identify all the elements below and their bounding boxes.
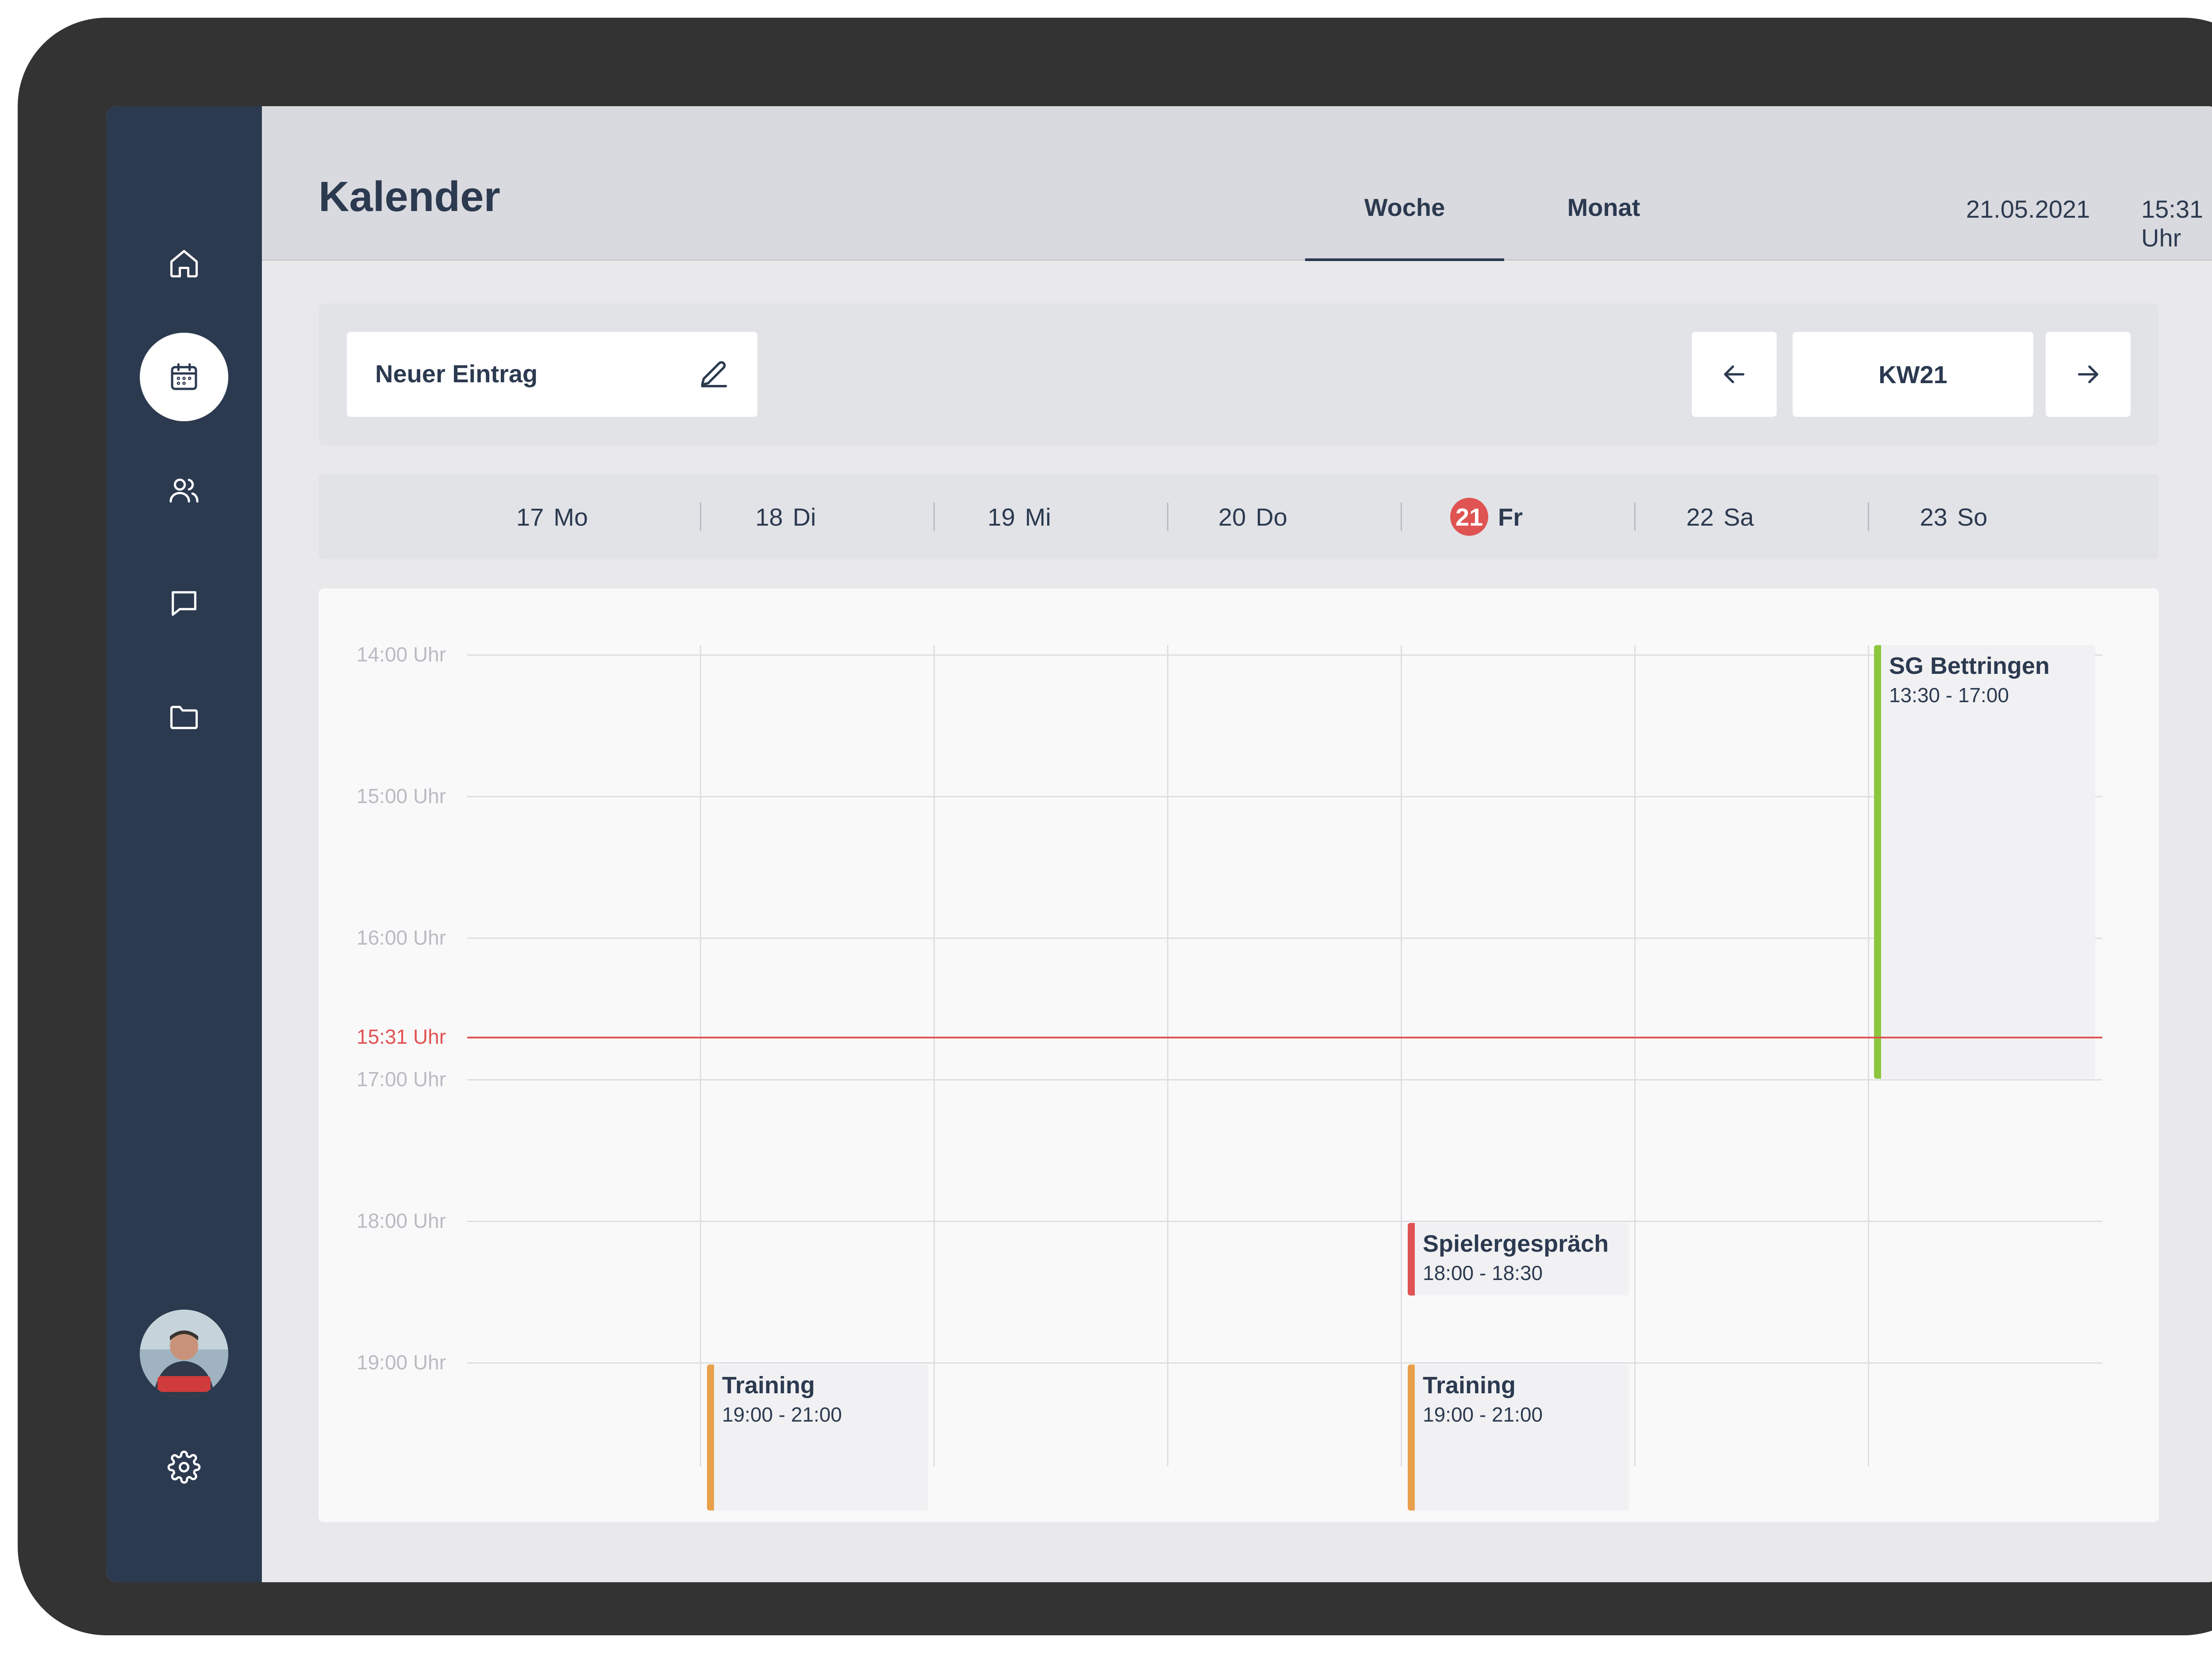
current-date: 21.05.2021 xyxy=(1966,195,2090,223)
tab-week[interactable]: Woche xyxy=(1364,193,1445,221)
day-column-line xyxy=(700,645,701,1466)
day-column-line xyxy=(933,645,935,1466)
sidebar xyxy=(106,106,262,1582)
hour-label: 17:00 Uhr xyxy=(357,1068,446,1091)
day-separator xyxy=(700,503,701,531)
event-time: 19:00 - 21:00 xyxy=(722,1403,842,1426)
hour-label: 16:00 Uhr xyxy=(357,926,446,949)
hour-label: 15:00 Uhr xyxy=(357,784,446,807)
day-weekday: Mo xyxy=(553,503,588,531)
avatar[interactable] xyxy=(140,1310,228,1398)
current-time-line xyxy=(467,1037,2102,1038)
event-title: SG Bettringen xyxy=(1889,653,2050,679)
day-separator xyxy=(1634,503,1636,531)
event-color-bar xyxy=(1874,645,1881,1079)
pencil-icon xyxy=(701,361,727,388)
current-time-label: 15:31 Uhr xyxy=(357,1025,446,1048)
hour-line xyxy=(467,796,2102,797)
day-header-so[interactable]: 23 So xyxy=(1837,474,2070,559)
event-spielergespraech[interactable]: Spielergespräch 18:00 - 18:30 xyxy=(1408,1223,1629,1295)
chat-icon xyxy=(172,591,196,616)
day-number: 22 xyxy=(1686,503,1714,531)
day-number: 17 xyxy=(516,503,544,531)
hour-label: 19:00 Uhr xyxy=(357,1351,446,1374)
event-title: Training xyxy=(722,1372,815,1399)
next-week-button[interactable] xyxy=(2046,332,2131,417)
day-weekday: Sa xyxy=(1723,503,1754,531)
day-header-sa[interactable]: 22 Sa xyxy=(1603,474,1837,559)
sidebar-item-home[interactable] xyxy=(140,219,228,308)
day-separator xyxy=(1401,503,1402,531)
weekday-header: 17 Mo 18 Di 19 Mi 20 Do 21 Fr xyxy=(319,474,2159,559)
day-header-fr-today[interactable]: 21 Fr xyxy=(1370,474,1603,559)
calendar-grid: 14:00 Uhr 15:00 Uhr 16:00 Uhr 17:00 Uhr … xyxy=(319,588,2159,1522)
hour-line xyxy=(467,1362,2102,1364)
today-badge: 21 xyxy=(1450,498,1488,536)
event-sg-bettringen[interactable]: SG Bettringen 13:30 - 17:00 xyxy=(1874,645,2095,1079)
day-header-mo[interactable]: 17 Mo xyxy=(435,474,669,559)
event-color-bar xyxy=(1408,1365,1415,1511)
calendar-icon xyxy=(171,363,197,390)
folder-icon xyxy=(170,706,198,729)
day-separator xyxy=(933,503,935,531)
page-title: Kalender xyxy=(319,173,500,220)
active-tab-indicator xyxy=(1305,258,1504,261)
day-weekday: Mi xyxy=(1025,503,1051,531)
day-column-line xyxy=(1167,645,1168,1466)
gear-icon xyxy=(167,1450,201,1484)
home-icon xyxy=(170,250,198,278)
day-number: 23 xyxy=(1920,503,1947,531)
hour-line xyxy=(467,1079,2102,1080)
app-screen: Kalender Woche Monat 21.05.2021 15:31 Uh… xyxy=(106,106,2212,1582)
day-header-mi[interactable]: 19 Mi xyxy=(902,474,1136,559)
sidebar-item-messages[interactable] xyxy=(140,559,228,648)
sidebar-item-users[interactable] xyxy=(140,446,228,534)
prev-week-button[interactable] xyxy=(1692,332,1777,417)
event-color-bar xyxy=(1408,1223,1415,1295)
day-number: 18 xyxy=(755,503,783,531)
day-weekday: Di xyxy=(792,503,816,531)
day-column-line xyxy=(1634,645,1636,1466)
day-column-line xyxy=(1868,645,1869,1466)
day-header-di[interactable]: 18 Di xyxy=(669,474,902,559)
event-time: 18:00 - 18:30 xyxy=(1423,1261,1543,1284)
event-title: Spielergespräch xyxy=(1423,1230,1609,1257)
new-entry-label: Neuer Eintrag xyxy=(375,360,538,388)
day-separator xyxy=(1167,503,1168,531)
users-icon xyxy=(169,478,199,503)
tablet-frame: Kalender Woche Monat 21.05.2021 15:31 Uh… xyxy=(18,18,2212,1635)
arrow-left-icon xyxy=(1724,365,1745,384)
hour-line xyxy=(467,938,2102,939)
day-header-do[interactable]: 20 Do xyxy=(1136,474,1370,559)
calendar-toolbar: Neuer Eintrag KW21 xyxy=(319,304,2159,445)
day-weekday: Fr xyxy=(1498,503,1523,531)
week-indicator[interactable]: KW21 xyxy=(1793,332,2033,417)
new-entry-button[interactable]: Neuer Eintrag xyxy=(347,332,757,417)
event-time: 13:30 - 17:00 xyxy=(1889,684,2009,707)
hour-line xyxy=(467,654,2102,656)
tab-month[interactable]: Monat xyxy=(1567,193,1640,221)
event-time: 19:00 - 21:00 xyxy=(1423,1403,1543,1426)
current-time: 15:31 Uhr xyxy=(2141,195,2204,252)
hour-label: 14:00 Uhr xyxy=(357,643,446,666)
day-number: 20 xyxy=(1218,503,1246,531)
event-training-di[interactable]: Training 19:00 - 21:00 xyxy=(707,1365,928,1511)
sidebar-item-settings[interactable] xyxy=(140,1423,228,1511)
day-column-line xyxy=(1401,645,1402,1466)
hour-label: 18:00 Uhr xyxy=(357,1209,446,1232)
event-title: Training xyxy=(1423,1372,1516,1399)
day-weekday: So xyxy=(1957,503,1988,531)
event-color-bar xyxy=(707,1365,714,1511)
hour-line xyxy=(467,1221,2102,1222)
day-number: 19 xyxy=(987,503,1015,531)
event-training-fr[interactable]: Training 19:00 - 21:00 xyxy=(1408,1365,1629,1511)
top-header: Kalender Woche Monat 21.05.2021 15:31 Uh… xyxy=(262,106,2212,261)
arrow-right-icon xyxy=(2078,365,2099,384)
day-weekday: Do xyxy=(1256,503,1287,531)
sidebar-item-calendar[interactable] xyxy=(140,333,228,421)
day-separator xyxy=(1868,503,1869,531)
sidebar-item-files[interactable] xyxy=(140,673,228,761)
